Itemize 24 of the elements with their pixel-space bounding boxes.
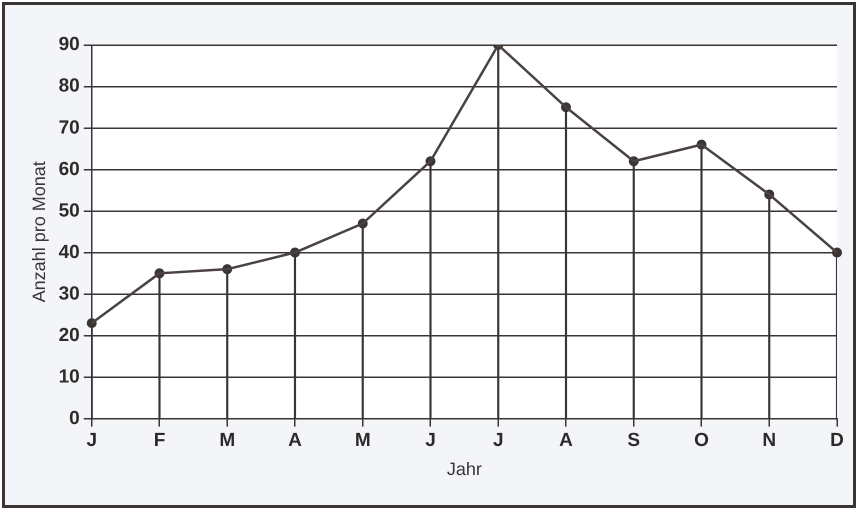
x-tick-label: M [354,430,371,452]
y-tick-label: 0 [69,408,80,429]
y-axis-title: Anzahl pro Monat [28,161,49,302]
x-tick-label: N [762,430,776,452]
x-tick-label: D [830,430,844,452]
y-tick-label: 20 [58,324,80,346]
x-tick-label: A [559,430,574,452]
y-tick-label: 80 [58,76,80,97]
y-tick-label: 30 [58,283,80,304]
x-tick-label: O [694,430,709,452]
x-tick-label: F [154,430,166,452]
y-tick-label: 60 [58,158,80,180]
x-axis-title: Jahr [446,459,482,480]
y-tick-label: 90 [58,34,80,56]
y-tick-label: 10 [58,366,80,388]
y-tick-label: 70 [58,117,80,138]
x-tick-label: S [627,430,640,452]
y-tick-label: 50 [58,200,80,222]
x-tick-label: J [86,430,98,452]
y-tick-label: 40 [58,242,80,263]
x-tick-label: A [288,430,302,452]
x-tick-label: M [219,430,236,452]
x-tick-label: J [492,430,504,452]
x-tick-label: J [425,430,436,452]
